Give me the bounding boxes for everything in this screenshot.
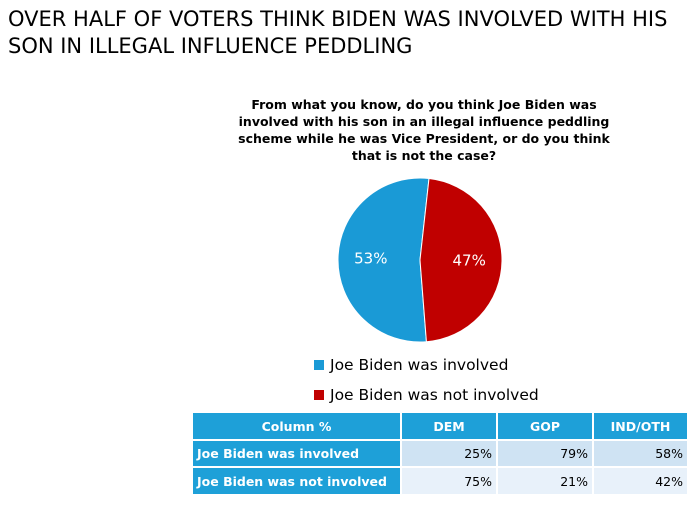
- table-header-gop: GOP: [497, 413, 594, 440]
- legend-label-not-involved: Joe Biden was not involved: [330, 386, 539, 404]
- table-row: Joe Biden was not involved 75% 21% 42%: [193, 466, 689, 494]
- pie-label-involved: 53%: [354, 250, 387, 268]
- legend-item-involved: Joe Biden was involved: [314, 350, 614, 380]
- table-header-row: Column % DEM GOP IND/OTH: [193, 413, 689, 440]
- table-cell-dem: 25%: [401, 439, 498, 467]
- table-row: Joe Biden was involved 25% 79% 58%: [193, 439, 689, 467]
- table-cell-gop: 21%: [497, 466, 594, 494]
- table-header-column-pct: Column %: [193, 413, 402, 440]
- chart-question: From what you know, do you think Joe Bid…: [238, 97, 610, 163]
- legend-item-not-involved: Joe Biden was not involved: [314, 380, 614, 410]
- table-header-ind-oth: IND/OTH: [593, 413, 689, 440]
- pie-chart: 53% 47%: [337, 177, 503, 343]
- legend-swatch-not-involved: [314, 390, 324, 400]
- table-row-label: Joe Biden was not involved: [193, 466, 402, 494]
- legend-label-involved: Joe Biden was involved: [330, 356, 509, 374]
- table-cell-dem: 75%: [401, 466, 498, 494]
- table-cell-ind-oth: 42%: [593, 466, 689, 494]
- pie-slice-not-involved: [419, 177, 503, 343]
- pie-slice-involved: [337, 177, 430, 343]
- table-row-label: Joe Biden was involved: [193, 439, 402, 467]
- table-header-dem: DEM: [401, 413, 498, 440]
- table-cell-gop: 79%: [497, 439, 594, 467]
- crosstab-table: Column % DEM GOP IND/OTH Joe Biden was i…: [193, 413, 689, 494]
- table-cell-ind-oth: 58%: [593, 439, 689, 467]
- chart-legend: Joe Biden was involved Joe Biden was not…: [314, 350, 614, 410]
- legend-swatch-involved: [314, 360, 324, 370]
- pie-label-not-involved: 47%: [453, 251, 486, 269]
- page-title: OVER HALF OF VOTERS THINK BIDEN WAS INVO…: [8, 7, 668, 58]
